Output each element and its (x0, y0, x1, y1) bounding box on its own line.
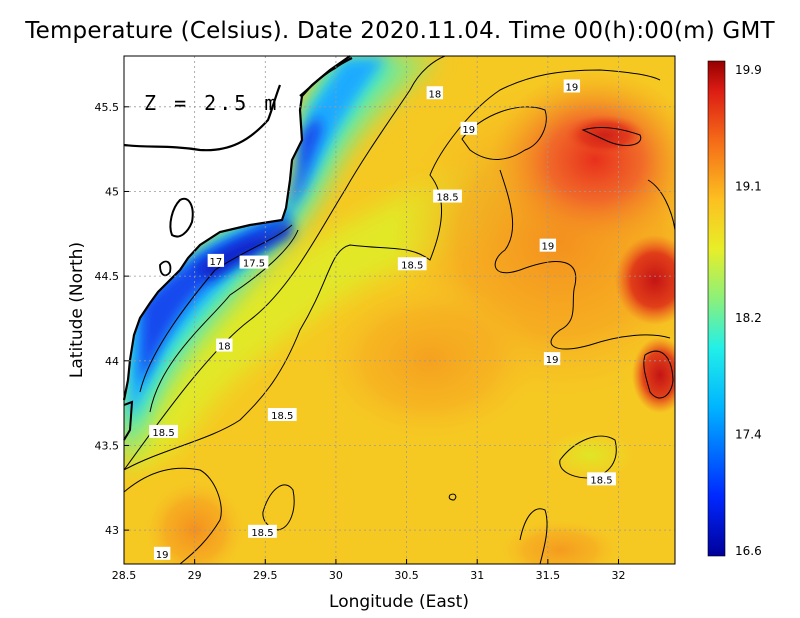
contour-label-text: 19 (156, 550, 169, 561)
y-axis-ticks: 43 43.5 44 44.5 45 45.5 (95, 101, 129, 537)
contour-label-bg (460, 121, 477, 135)
contour-label-bg (267, 407, 297, 421)
y-tick-label: 44 (105, 355, 119, 368)
contour-label-bg (397, 257, 427, 271)
contour-label: 19 (460, 121, 477, 136)
y-tick-label: 43 (105, 524, 119, 537)
contour-label-bg (239, 255, 269, 269)
contour-label-text: 18 (218, 342, 231, 353)
contour-label: 18 (426, 86, 444, 100)
y-tick-label: 44.5 (95, 270, 120, 283)
contour-label-text: 17 (209, 257, 222, 268)
x-axis-label: Longitude (East) (329, 592, 469, 612)
colorbar-tick-label: 19.9 (735, 63, 762, 77)
contour-label-text: 19 (462, 125, 475, 136)
contour-label-bg (539, 238, 557, 252)
graticule (124, 56, 675, 564)
colorbar: 19.9 19.1 18.2 17.4 16.6 (707, 60, 762, 558)
contour-label-bg (563, 79, 581, 93)
contour-label: 19 (539, 238, 557, 253)
contour-label-text: 17.5 (243, 259, 265, 270)
contour-label-bg (543, 352, 561, 366)
contour-label-bg (426, 86, 444, 100)
y-axis-label: Latitude (North) (67, 242, 87, 378)
contour-label-text: 18 (428, 89, 441, 100)
contour-label: 19 (153, 546, 171, 561)
contour-label-bg (149, 424, 178, 438)
contour-label: 18 (216, 338, 233, 353)
contour-label: 18.5 (587, 472, 616, 486)
colorbar-ticks: 19.9 19.1 18.2 17.4 16.6 (735, 63, 762, 558)
contour-label-bg (433, 189, 462, 203)
contour-label: 18.5 (433, 189, 462, 204)
x-axis-ticks: 28.5 29 29.5 30 30.5 31 31.5 32 (112, 559, 625, 582)
contour-label-bg (153, 546, 171, 560)
colorbar-tick-label: 18.2 (735, 311, 762, 325)
x-tick-label: 32 (611, 569, 625, 582)
contour-label: 18.5 (248, 524, 277, 539)
contour-label-text: 19 (541, 242, 554, 253)
colorbar-tick-label: 19.1 (735, 180, 762, 194)
y-tick-label: 45 (105, 185, 119, 198)
contour-label: 18.5 (267, 407, 297, 422)
x-tick-label: 31 (470, 569, 484, 582)
contour-label-text: 18.5 (436, 193, 458, 204)
contour-label: 17.5 (239, 255, 269, 270)
x-tick-label: 30 (329, 569, 343, 582)
land-coastline (122, 55, 353, 441)
colorbar-tick-label: 17.4 (735, 427, 762, 441)
x-tick-label: 30.5 (394, 569, 419, 582)
colorbar-tick-label: 16.6 (735, 544, 762, 558)
contour-lines (124, 56, 675, 564)
x-tick-label: 29.5 (253, 569, 278, 582)
contour-labels: 17 17.5 18 18 18.5 18.5 18.5 18.5 18.5 18.5 19 19 19… (149, 79, 616, 561)
colorbar-gradient (707, 60, 726, 557)
map-title: Temperature (Celsius). Date 2020.11.04. … (25, 18, 775, 44)
contour-label-bg (248, 524, 277, 538)
x-tick-label: 31.5 (536, 569, 561, 582)
x-tick-label: 29 (188, 569, 202, 582)
contour-label-text: 18.5 (401, 260, 423, 271)
contour-label: 18.5 (397, 257, 427, 271)
contour-label: 19 (543, 352, 561, 366)
y-tick-label: 43.5 (95, 439, 120, 452)
contour-label-bg (587, 472, 616, 486)
contour-label-text: 19 (546, 355, 559, 366)
contour-label-text: 18.5 (271, 411, 293, 422)
contour-label: 18.5 (149, 424, 178, 439)
contour-label-text: 18.5 (590, 475, 612, 486)
y-tick-label: 45.5 (95, 101, 120, 114)
contour-label-text: 19 (565, 82, 578, 93)
depth-label: Z = 2.5 m (144, 91, 279, 115)
contour-label-text: 18.5 (251, 528, 273, 539)
plot-frame (123, 55, 676, 565)
contour-label: 17 (207, 253, 225, 268)
contour-label-bg (207, 253, 225, 267)
contour-label-text: 18.5 (152, 428, 174, 439)
contour-label: 19 (563, 79, 581, 93)
x-tick-label: 28.5 (112, 569, 137, 582)
contour-label-bg (216, 338, 233, 352)
